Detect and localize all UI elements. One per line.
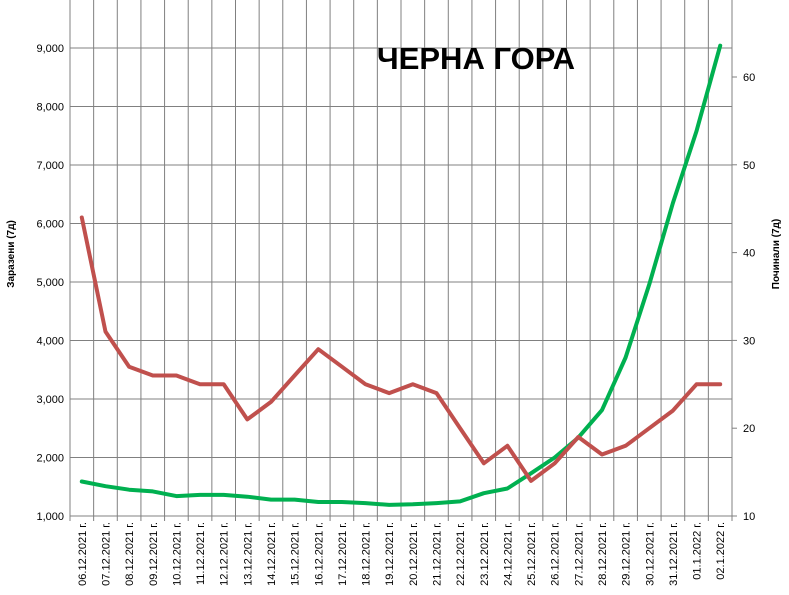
y-right-tick-label: 40: [743, 248, 755, 260]
x-tick-label: 17.12.2021 г.: [337, 522, 349, 586]
x-tick-label: 07.12.2021 г.: [101, 522, 113, 586]
y-left-tick-label: 2,000: [36, 453, 64, 465]
y-left-tick-label: 7,000: [36, 160, 64, 172]
y-right-tick-label: 50: [743, 160, 755, 172]
x-tick-label: 10.12.2021 г.: [171, 522, 183, 586]
x-tick-label: 09.12.2021 г.: [148, 522, 160, 586]
x-tick-label: 26.12.2021 г.: [550, 522, 562, 586]
x-tick-label: 14.12.2021 г.: [266, 522, 278, 586]
y-left-tick-label: 9,000: [36, 43, 64, 55]
y-axis-right-title: Починали (7д): [771, 219, 782, 289]
tick-labels: 1,000 2,000 3,000 4,000 5,000 6,000 7,000 8,000…: [36, 43, 755, 586]
x-tick-label: 16.12.2021 г.: [313, 522, 325, 586]
x-tick-label: 06.12.2021 г.: [77, 522, 89, 586]
x-tick-label: 22.12.2021 г.: [455, 522, 467, 586]
x-tick-label: 20.12.2021 г.: [408, 522, 420, 586]
x-tick-label: 23.12.2021 г.: [479, 522, 491, 586]
y-axis-left-title: Заразени (7д): [6, 220, 17, 288]
x-tick-label: 15.12.2021 г.: [290, 522, 302, 586]
series-line-infected: [79, 43, 723, 507]
series-line-deaths: [79, 215, 723, 483]
y-right-tick-label: 30: [743, 335, 755, 347]
x-tick-label: 27.12.2021 г.: [573, 522, 585, 586]
x-tick-label: 18.12.2021 г.: [361, 522, 373, 586]
y-right-tick-label: 10: [743, 511, 755, 523]
y-left-tick-label: 3,000: [36, 394, 64, 406]
y-left-tick-label: 8,000: [36, 102, 64, 114]
x-tick-label: 02.1.2022 г.: [715, 522, 727, 580]
x-tick-label: 24.12.2021 г.: [502, 522, 514, 586]
x-tick-label: 30.12.2021 г.: [644, 522, 656, 586]
x-tick-label: 11.12.2021 г.: [195, 522, 207, 585]
x-tick-label: 08.12.2021 г.: [124, 522, 136, 586]
x-tick-label: 13.12.2021 г.: [242, 522, 254, 586]
y-right-tick-label: 60: [743, 72, 755, 84]
x-tick-label: 12.12.2021 г.: [219, 522, 231, 586]
x-tick-label: 19.12.2021 г.: [384, 522, 396, 586]
x-tick-label: 25.12.2021 г.: [526, 522, 538, 586]
series-lines: [79, 43, 723, 507]
axes: [69, 0, 737, 521]
chart-title: ЧЕРНА ГОРА: [377, 41, 575, 76]
x-tick-label: 31.12.2021 г.: [668, 522, 680, 586]
x-tick-label: 21.12.2021 г.: [432, 522, 444, 586]
y-right-tick-label: 20: [743, 423, 755, 435]
x-tick-label: 29.12.2021 г.: [621, 522, 633, 586]
y-left-tick-label: 4,000: [36, 336, 64, 348]
x-tick-label: 01.1.2022 г.: [692, 522, 704, 580]
y-left-tick-label: 5,000: [36, 277, 64, 289]
y-left-tick-label: 6,000: [36, 219, 64, 231]
y-left-tick-label: 1,000: [36, 511, 64, 523]
x-tick-label: 28.12.2021 г.: [597, 522, 609, 586]
